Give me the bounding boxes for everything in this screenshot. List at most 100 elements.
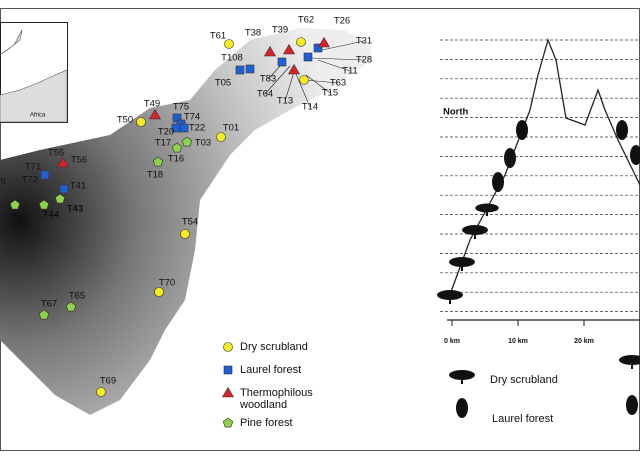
- site-marker: [154, 287, 164, 297]
- site-label: T13: [277, 96, 293, 107]
- site-label: T108: [221, 53, 243, 64]
- site-marker: [65, 301, 77, 312]
- site-label: T05: [215, 78, 231, 89]
- site-label: T15: [322, 88, 338, 99]
- site-label: T38: [245, 28, 261, 39]
- tree-crown: [516, 120, 528, 140]
- site-marker: [179, 123, 189, 133]
- site-marker: [313, 43, 323, 53]
- legend-label: Thermophilous: [240, 387, 313, 399]
- site-label: T20: [158, 127, 174, 138]
- site-marker: [223, 365, 233, 375]
- site-label: T65: [69, 291, 85, 302]
- site-marker: [317, 36, 331, 48]
- tree-crown: [462, 225, 488, 235]
- island: [0, 28, 372, 415]
- site-marker: [96, 387, 106, 397]
- site-marker: [287, 63, 301, 75]
- site-marker: [235, 65, 245, 75]
- inset-label: Africa: [30, 113, 46, 119]
- legend-label: woodland: [239, 399, 287, 411]
- site-marker: [136, 117, 146, 127]
- site-label: T75: [173, 102, 189, 113]
- leader-line: [304, 79, 339, 84]
- profile-line: [447, 37, 640, 301]
- site-label: T72: [22, 175, 38, 186]
- site-label: T69: [100, 376, 116, 387]
- site-marker: [221, 386, 235, 398]
- site-label: T70: [159, 278, 175, 289]
- site-marker: [299, 75, 309, 85]
- site-marker: [54, 193, 66, 204]
- site-marker: [152, 156, 164, 167]
- site-label: T54: [182, 217, 198, 228]
- legend-label: Laurel forest: [240, 364, 301, 376]
- leader-line: [309, 57, 365, 61]
- legend-label: Laurel forest: [492, 413, 553, 425]
- site-marker: [181, 136, 193, 147]
- leader-line: [264, 65, 291, 95]
- tree-crown: [456, 398, 468, 418]
- site-marker: [171, 142, 183, 153]
- site-label: T61: [210, 31, 226, 42]
- site-label: T28: [356, 55, 372, 66]
- axis-label: 20 km: [574, 338, 594, 345]
- site-label: T16: [168, 154, 184, 165]
- leader-line: [284, 71, 295, 102]
- site-marker: [277, 57, 287, 67]
- tree-crown: [437, 290, 463, 300]
- site-marker: [282, 43, 296, 55]
- tree-crown: [492, 172, 504, 192]
- site-marker: [56, 156, 70, 168]
- site-label: T56: [71, 155, 87, 166]
- site-marker: [303, 52, 313, 62]
- direction-label: North: [443, 107, 469, 118]
- leader-line: [295, 73, 311, 108]
- site-label: 9: [0, 177, 5, 188]
- tree-crown: [626, 395, 638, 415]
- site-label: T17: [155, 138, 171, 149]
- tree-crown: [630, 145, 640, 165]
- site-label: T45: [12, 213, 29, 224]
- site-label: T71: [25, 162, 41, 173]
- site-label: T11: [342, 66, 358, 77]
- site-label: T44: [43, 210, 60, 221]
- site-label: T03: [195, 138, 211, 149]
- site-marker: [216, 132, 226, 142]
- site-label: T41: [70, 181, 86, 192]
- site-label: T50: [117, 115, 133, 126]
- site-marker: [296, 37, 306, 47]
- site-label: T22: [189, 123, 205, 134]
- site-label: T64: [257, 89, 273, 100]
- site-marker: [223, 342, 233, 352]
- site-label: T01: [223, 123, 239, 134]
- leader-line: [321, 40, 365, 51]
- tree-crown: [449, 370, 475, 380]
- site-marker: [59, 184, 69, 194]
- leader-line: [317, 59, 351, 72]
- site-label: T67: [41, 299, 57, 310]
- site-label: T63: [330, 78, 346, 89]
- leader-line: [267, 63, 283, 80]
- inset-land: [0, 29, 68, 123]
- axis-label: 0 km: [444, 338, 460, 345]
- site-marker: [222, 417, 234, 428]
- site-label: T39: [272, 25, 288, 36]
- tree-crown: [619, 355, 640, 365]
- legend-label: Dry scrubland: [240, 341, 308, 353]
- site-label: T26: [334, 16, 350, 27]
- leader-line: [305, 74, 331, 94]
- site-marker: [263, 45, 277, 57]
- site-label: T49: [144, 99, 160, 110]
- site-label: T14: [302, 102, 318, 113]
- tree-crown: [475, 203, 499, 213]
- site-marker: [148, 108, 162, 120]
- site-marker: [38, 309, 50, 320]
- site-label: T62: [298, 15, 314, 26]
- profile: North 0 km 10 km 20 km Dry scrubland Laurel f…: [437, 37, 640, 425]
- site-marker: [180, 229, 190, 239]
- tree-crown: [616, 120, 628, 140]
- legend-label: Pine forest: [240, 417, 293, 429]
- site-label: T55: [48, 148, 64, 159]
